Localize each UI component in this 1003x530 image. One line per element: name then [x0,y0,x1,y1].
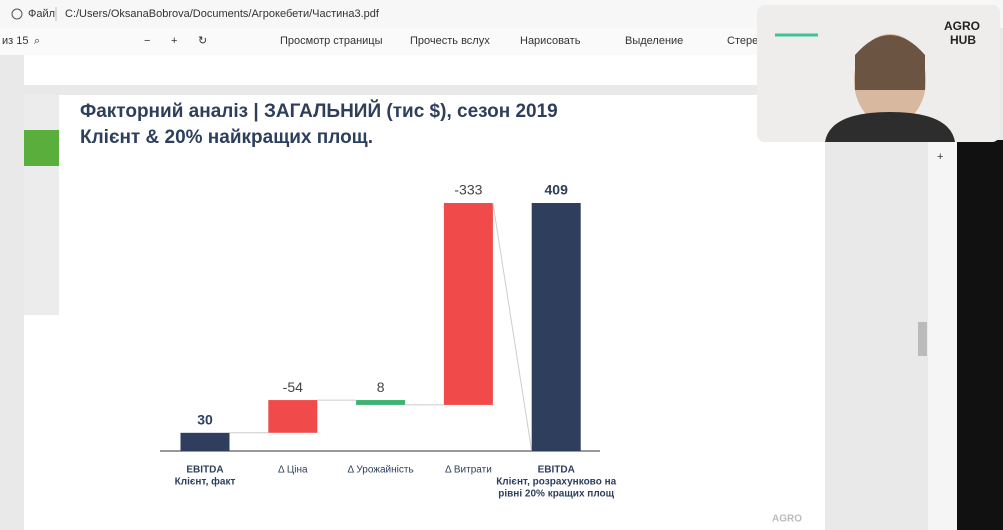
webcam-logo: HUB [950,33,976,47]
toolbar-button[interactable]: Прочесть вслух [410,35,490,47]
webcam-hair [855,35,925,90]
sidebar-active [24,130,59,166]
webcam-body [825,112,955,142]
x-tick-label: Δ Урожайність [347,465,413,476]
zoom-out[interactable]: − [144,35,150,47]
dark-edge [957,140,1003,530]
toolbar [0,28,760,55]
bar [180,432,230,451]
x-tick-label: Клієнт, розрахунково на [496,477,616,488]
x-tick-label: Δ Ціна [278,465,308,476]
toolbar-button[interactable]: Нарисовать [520,35,581,47]
value-label: 409 [545,182,569,198]
x-tick-label: EBITDA [186,465,223,476]
bar [531,203,581,451]
webcam-logo: AGRO [944,19,980,33]
pdf-page [24,95,825,530]
connector [492,202,533,452]
info-icon [11,8,23,20]
value-label: -333 [454,182,482,198]
slide-sidebar [24,95,59,315]
chart-subtitle: Клієнт & 20% найкращих площ. [80,127,373,148]
x-tick-label: рівні 20% кращих площ [498,489,614,500]
footer-logo: AGRO [772,514,802,525]
add-button[interactable]: + [937,151,943,163]
x-tick-label: Δ Витрати [445,465,492,476]
page-count: из 15 [2,35,28,47]
bar [356,400,406,405]
address-label: Файл [28,8,55,20]
previous-page [24,55,825,85]
search-icon[interactable]: ⌕ [34,35,40,47]
toolbar-button[interactable]: Просмотр страницы [280,35,383,47]
zoom-in[interactable]: + [171,35,177,47]
bar [268,400,318,433]
chart-title: Факторний аналіз | ЗАГАЛЬНИЙ (тис $), се… [80,100,558,122]
scroll-thumb[interactable] [918,322,927,356]
value-label: -54 [283,379,303,395]
bar [443,203,493,405]
x-tick-label: EBITDA [538,465,575,476]
toolbar-button[interactable]: Выделение [625,35,683,47]
value-label: 8 [377,379,385,395]
rotate[interactable]: ↻ [198,35,207,47]
scrollbar [928,140,957,530]
value-label: 30 [197,412,213,428]
x-tick-label: Клієнт, факт [175,476,236,488]
address-path[interactable]: C:/Users/OksanaBobrova/Documents/Агрокеб… [65,8,380,20]
